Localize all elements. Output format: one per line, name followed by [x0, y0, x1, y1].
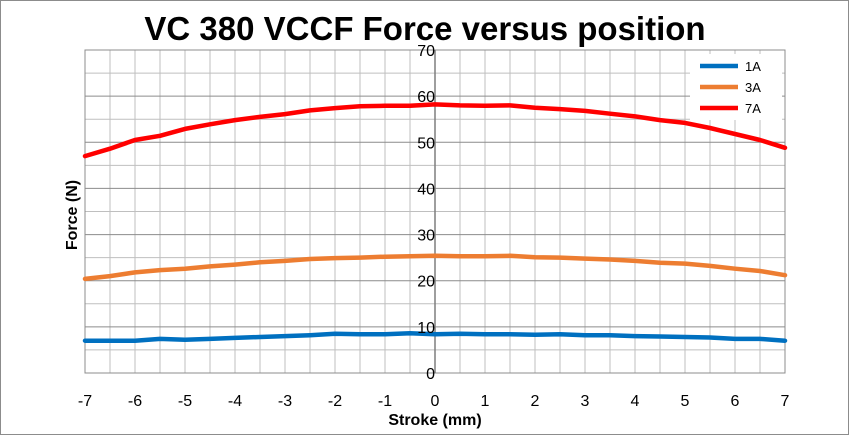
- series-line-3A: [82, 253, 788, 282]
- grid: [84, 49, 786, 374]
- legend-label-7A: 7A: [745, 101, 761, 116]
- legend: 1A 3A 7A: [690, 54, 782, 120]
- x-tick-label: -6: [128, 393, 142, 410]
- x-tick-label: -3: [278, 393, 292, 410]
- y-tick-label: 50: [417, 135, 435, 152]
- x-tick-label: -2: [328, 393, 342, 410]
- x-tick-label: 1: [481, 393, 490, 410]
- x-tick-label: 5: [681, 393, 690, 410]
- series-line-1A: [82, 331, 788, 343]
- y-tick-label: 20: [417, 274, 435, 291]
- y-tick-label: 60: [417, 89, 435, 106]
- x-tick-label: 0: [431, 393, 440, 410]
- series-line-7A: [82, 102, 788, 159]
- x-tick-label: -5: [178, 393, 192, 410]
- x-tick-label: 3: [581, 393, 590, 410]
- x-tick-label: 7: [781, 393, 790, 410]
- y-tick-label: 30: [417, 228, 435, 245]
- y-axis-label: Force (N): [64, 180, 81, 250]
- series-lines: [82, 102, 788, 343]
- y-tick-label: 10: [417, 320, 435, 337]
- x-tick-label: 6: [731, 393, 740, 410]
- x-axis-label: Stroke (mm): [388, 412, 481, 429]
- y-tick-label: 0: [426, 366, 435, 383]
- x-tick-label: -7: [78, 393, 92, 410]
- y-tick-label: 40: [417, 181, 435, 198]
- x-tick-label: 2: [531, 393, 540, 410]
- x-tick-label: -1: [378, 393, 392, 410]
- x-tick-label: 4: [631, 393, 640, 410]
- y-tick-label: 70: [417, 43, 435, 60]
- legend-label-1A: 1A: [745, 59, 761, 74]
- legend-label-3A: 3A: [745, 80, 761, 95]
- x-tick-label: -4: [228, 393, 242, 410]
- chart-title: VC 380 VCCF Force versus position: [144, 10, 705, 47]
